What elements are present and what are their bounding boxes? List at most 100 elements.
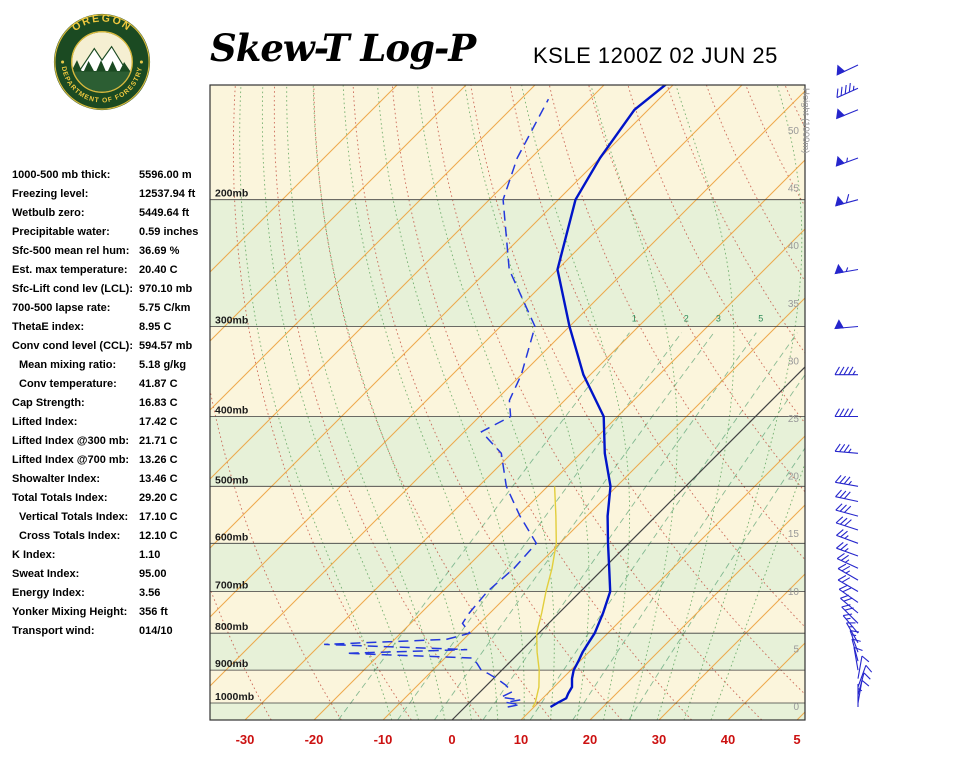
index-value: 0.59 inches	[139, 226, 199, 238]
mixing-ratio-label: 3	[716, 314, 721, 324]
index-value: 17.42 C	[139, 416, 178, 428]
wind-barb-staff	[836, 558, 859, 569]
index-row: Vertical Totals Index: 17.10 C	[12, 508, 212, 527]
dry-adiabat-line	[232, 85, 412, 720]
dry-adiabat-line	[795, 18, 960, 720]
index-value: 8.95 C	[139, 321, 172, 333]
dry-adiabat-line	[869, 18, 960, 720]
wind-barb-staff	[836, 87, 859, 99]
background-band	[210, 85, 805, 200]
background-band	[210, 416, 805, 487]
wind-barb-staff	[857, 665, 867, 688]
wind-barb-full-tick	[840, 594, 849, 599]
dry-adiabat-line	[548, 85, 805, 561]
pressure-label: 400mb	[215, 405, 248, 417]
index-row: Energy Index: 3.56	[12, 584, 212, 603]
logo-trees	[72, 60, 132, 74]
wind-barb-staff	[835, 496, 859, 503]
moist-adiabat-line	[590, 85, 678, 720]
wind-barb-full-tick	[861, 655, 870, 663]
wind-barb-full-tick	[844, 505, 852, 513]
wind-barb-full-tick	[834, 408, 840, 417]
dewpoint-trace	[324, 98, 550, 708]
moist-adiabat-line	[464, 85, 590, 720]
wind-barb-full-tick	[848, 408, 854, 417]
index-label: Sweat Index:	[12, 568, 80, 580]
index-row: Sfc-Lift cond lev (LCL): 970.10 mb	[12, 280, 212, 299]
wind-barb-staff	[849, 630, 859, 653]
index-label: Cross Totals Index:	[19, 530, 121, 542]
index-label: 700-500 lapse rate:	[12, 302, 111, 314]
index-label: Sfc-500 mean rel hum:	[12, 245, 130, 257]
page-title: Skew-T Log-P	[210, 26, 476, 70]
pressure-label: 700mb	[215, 580, 248, 592]
mixing-ratio-label: 5	[758, 314, 763, 324]
index-row: Freezing level: 12537.94 ft	[12, 185, 212, 204]
wind-barb-staff	[857, 655, 863, 679]
moist-adiabat-line	[710, 462, 805, 720]
index-label: Sfc-Lift cond lev (LCL):	[12, 283, 133, 295]
isotherm-line	[382, 297, 805, 720]
zero-isotherm-line	[451, 366, 805, 720]
height-tick-label: 10	[788, 587, 800, 598]
index-row: Wetbulb zero: 5449.64 ft	[12, 204, 212, 223]
wind-barb-half-tick	[848, 480, 852, 485]
index-row: Sweat Index: 95.00	[12, 565, 212, 584]
chart-border	[209, 84, 806, 721]
moist-adiabat-line	[521, 85, 631, 720]
isotherm-line	[520, 435, 805, 720]
wind-barb-staff	[837, 579, 859, 592]
wind-barb-full-tick	[840, 530, 848, 538]
dry-adiabat-line	[906, 18, 960, 720]
index-label: Vertical Totals Index:	[19, 511, 129, 523]
wind-barb-full-tick	[835, 503, 843, 511]
wind-barb-half-tick	[844, 535, 849, 539]
wind-barb-full-tick	[838, 584, 848, 590]
wind-barb-staff	[836, 547, 859, 557]
wind-barb-half-tick	[846, 157, 849, 163]
wind-barb-full-tick	[834, 366, 840, 375]
temp-axis-label: 40	[721, 732, 735, 747]
index-value: 1.10	[139, 549, 161, 561]
wind-barb-half-tick	[845, 570, 851, 574]
wind-barb-flag	[835, 155, 845, 167]
index-value: 5.75 C/km	[139, 302, 191, 314]
index-value: 356 ft	[139, 606, 168, 618]
index-value: 5596.00 m	[139, 169, 192, 181]
pressure-label: 800mb	[215, 621, 248, 633]
index-row: Conv cond level (CCL): 594.57 mb	[12, 337, 212, 356]
wind-barb-full-tick	[841, 577, 851, 583]
wind-barb-full-tick	[843, 408, 849, 417]
wind-barb-full-tick	[840, 543, 848, 551]
wind-barb-full-tick	[840, 86, 843, 96]
mixing-ratio-line	[482, 332, 757, 720]
pressure-label: 1000mb	[215, 691, 254, 703]
height-tick-label: 15	[788, 529, 800, 540]
index-label: Energy Index:	[12, 587, 85, 599]
wind-barb-staff	[835, 522, 859, 531]
wind-barb-full-tick	[839, 504, 847, 512]
mixing-ratio-line	[628, 447, 805, 720]
mixing-ratio-line	[572, 373, 805, 720]
temp-axis-label: 20	[583, 732, 597, 747]
wind-barb-staff	[857, 672, 865, 696]
temp-axis-label: 30	[652, 732, 666, 747]
isotherm-line	[210, 85, 398, 273]
index-label: Lifted Index @700 mb:	[12, 454, 130, 466]
index-row: Lifted Index @300 mb: 21.71 C	[12, 432, 212, 451]
dry-adiabat-line	[509, 85, 805, 628]
height-tick-label: 50	[788, 126, 800, 137]
wind-barb-full-tick	[843, 366, 849, 375]
index-value: 20.40 C	[139, 264, 178, 276]
moist-adiabat-line	[239, 85, 393, 720]
chart-plot-area	[210, 18, 960, 720]
pressure-label: 600mb	[215, 531, 248, 543]
index-value: 41.87 C	[139, 378, 178, 390]
index-value: 95.00	[139, 568, 167, 580]
height-tick-label: 5	[793, 644, 799, 655]
wind-barb-half-tick	[846, 617, 851, 620]
index-label: Transport wind:	[12, 625, 95, 637]
wind-barb-full-tick	[836, 541, 844, 549]
temp-axis-label: -20	[305, 732, 324, 747]
